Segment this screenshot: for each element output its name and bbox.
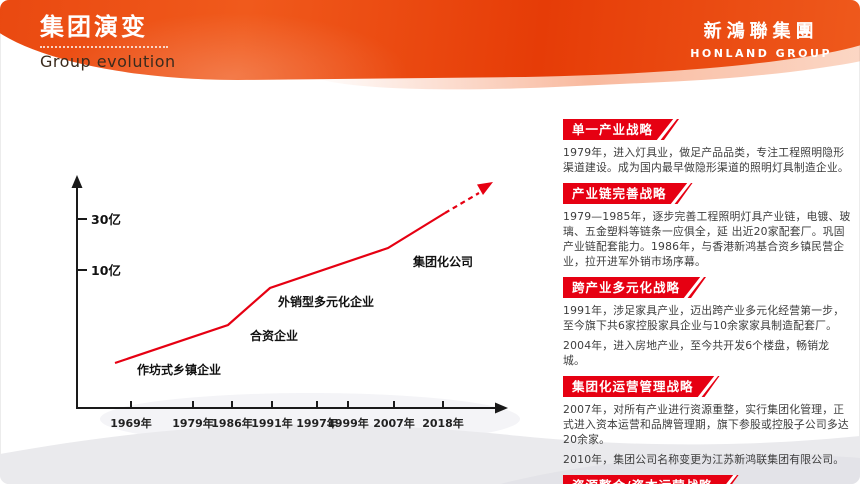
strategy-body: 1979—1985年，逐步完善工程照明灯具产业链，电镀、玻璃、五金塑料等链条一应… [563,210,851,268]
strategy-section: 跨产业多元化战略 1991年，涉足家具产业，迈出跨产业多元化经营第一步，至今旗下… [563,277,851,368]
page-subtitle: Group evolution [40,52,176,71]
strategy-title: 集团化运营管理战略 [572,379,694,394]
strategy-badge: 跨产业多元化战略 [563,277,706,298]
header-title-block: 集团演变 Group evolution [40,13,176,71]
badge-slash [669,180,691,207]
strategy-badge: 产业链完善战略 [563,183,693,204]
x-axis-arrow [495,402,508,414]
stage-label: 合资企业 [250,328,298,343]
y-tick-label: 10亿 [91,263,121,278]
x-tick-label: 2018年 [422,416,464,430]
stage-label: 集团化公司 [412,254,473,269]
strategy-title: 跨产业多元化战略 [572,280,681,295]
title-dotted-divider [40,46,168,48]
strategy-title: 产业链完善战略 [572,186,667,201]
x-tick-label: 1979年 [172,416,214,430]
strategy-section: 产业链完善战略 1979—1985年，逐步完善工程照明灯具产业链，电镀、玻璃、五… [563,183,851,269]
evolution-chart: 30亿 10亿 1969年 1979年 1986年 1991年 1997年 19… [71,175,508,430]
x-ticks [130,401,444,407]
growth-arrowhead [477,182,493,195]
logo-chinese: 新鴻聯集團 [703,21,819,42]
strategy-panel: 单一产业战略 1979年，进入灯具业，做足产品品类，专注工程照明隐形渠道建设。成… [563,119,851,484]
header: 集团演变 Group evolution 新鴻聯集團 HONLAND GROUP [0,0,860,100]
strategy-badge: 集团化运营管理战略 [563,376,720,397]
strategy-section: 单一产业战略 1979年，进入灯具业，做足产品品类，专注工程照明隐形渠道建设。成… [563,119,851,175]
badge-slash [655,116,677,143]
x-tick-label: 1991年 [251,416,293,430]
strategy-body: 1991年，涉足家具产业，迈出跨产业多元化经营第一步，至今旗下共6家控股家具企业… [563,304,845,332]
x-tick-label: 1969年 [110,416,152,430]
strategy-section: 集团化运营管理战略 2007年，对所有产业进行资源重整，实行集团化管理，正式进入… [563,376,851,467]
strategy-badge: 单一产业战略 [563,119,679,140]
stage-label: 作坊式乡镇企业 [137,362,221,377]
growth-line-projection [444,192,480,214]
x-tick-label: 1986年 [211,416,253,430]
strategy-body: 1979年，进入灯具业，做足产品品类，专注工程照明隐形渠道建设。成为国内最早做隐… [563,146,849,174]
badge-slash [696,373,718,400]
badge-slash [682,274,704,301]
company-logo: 新鴻聯集團 HONLAND GROUP [690,17,832,60]
x-tick-label: 1997年 [296,416,338,430]
strategy-body: 2007年，对所有产业进行资源重整，实行集团化管理，正式进入资本运营和品牌管理期… [563,403,849,446]
x-tick-label: 1999年 [327,416,369,430]
strategy-title: 单一产业战略 [572,122,654,137]
y-tick-label: 30亿 [91,212,121,227]
strategy-body: 2004年，进入房地产业，至今共开发6个楼盘，畅销龙城。 [563,339,830,367]
strategy-title: 资源整合/资本运营战略 [572,478,713,484]
strategy-body: 2010年，集团公司名称变更为江苏新鸿联集团有限公司。 [563,453,845,466]
logo-english: HONLAND GROUP [690,47,832,60]
badge-slash [715,472,737,484]
strategy-section: 资源整合/资本运营战略 未来，鸿联将通过资源与资本的整合，试图在资本市场上抢占话… [563,475,851,484]
x-tick-label: 2007年 [373,416,415,430]
y-axis-arrow [71,175,83,188]
strategy-badge: 资源整合/资本运营战略 [563,475,739,484]
growth-line [114,212,446,365]
stage-label: 外销型多元化企业 [278,294,374,309]
page-title: 集团演变 [40,13,148,41]
